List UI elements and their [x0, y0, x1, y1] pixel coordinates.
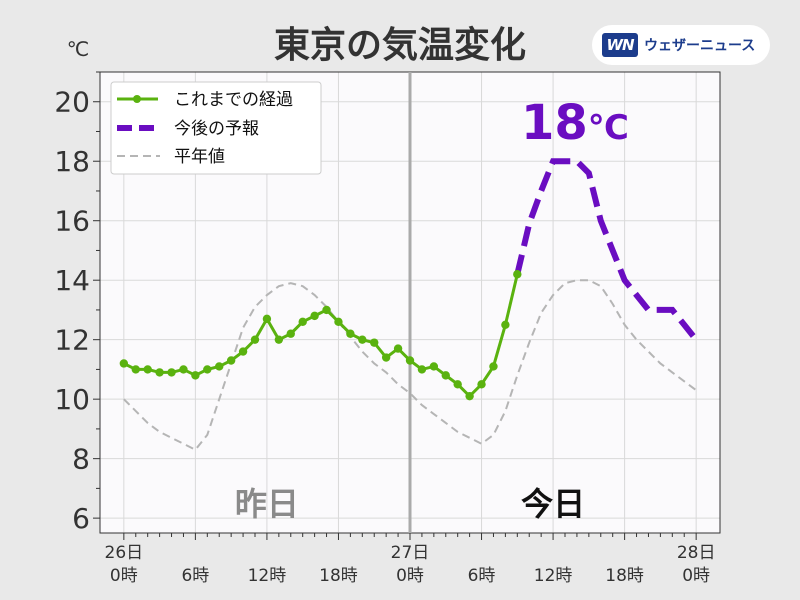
observed-point	[215, 362, 224, 371]
peak-temperature-label: 18℃	[521, 95, 629, 151]
observed-point	[262, 314, 272, 324]
legend-observed-marker	[133, 95, 141, 103]
chart-title: 東京の気温変化	[274, 24, 526, 66]
observed-point	[393, 344, 403, 353]
observed-point	[322, 305, 331, 315]
peak-temperature-value: 18	[521, 95, 588, 151]
observed-point	[250, 335, 260, 344]
y-tick-label: 6	[72, 502, 90, 535]
observed-point	[226, 356, 236, 365]
observed-point	[310, 311, 319, 321]
observed-point	[370, 338, 379, 347]
observed-point	[453, 380, 462, 389]
x-tick-date-label: 27日	[391, 543, 430, 563]
plot-area: 6 8 10 12 14 16 18 20 26日 0時 6時 12時 18時 27日 0時 6時 12時 18時…	[54, 71, 721, 586]
y-tick-label: 18	[54, 145, 90, 178]
observed-point	[501, 320, 510, 330]
legend-entry-label: 平年値	[174, 147, 225, 167]
today-label: 今日	[521, 485, 585, 523]
y-tick-label: 12	[54, 324, 90, 357]
x-tick-hour-label: 6時	[181, 566, 209, 586]
observed-point	[167, 368, 176, 377]
legend-box	[110, 81, 322, 175]
observed-point	[417, 365, 427, 374]
weathernews-brand: WN ウェザーニュース	[592, 25, 770, 65]
x-tick-hour-label: 18時	[319, 566, 358, 586]
x-tick-hour-label: 6時	[468, 566, 496, 586]
observed-point	[477, 380, 486, 389]
x-tick-hour-label: 12時	[248, 566, 287, 586]
observed-point	[381, 353, 391, 362]
x-tick-hour-label: 0時	[682, 566, 710, 586]
observed-point	[286, 329, 295, 338]
normal-series-line	[123, 279, 697, 451]
observed-series-line	[123, 273, 519, 399]
observed-point	[203, 365, 212, 374]
observed-point	[143, 365, 152, 374]
forecast-series-line	[514, 158, 699, 342]
observed-point	[358, 335, 367, 344]
observed-point	[238, 347, 248, 356]
x-tick-date-label: 28日	[677, 543, 716, 563]
yesterday-label: 昨日	[235, 485, 299, 523]
y-axis-unit: ℃	[67, 37, 89, 61]
observed-point	[119, 359, 129, 368]
observed-point	[155, 368, 164, 377]
x-tick-hour-label: 18時	[605, 566, 644, 586]
observed-point	[513, 270, 522, 279]
observed-point	[274, 335, 284, 344]
weathernews-logo-icon: WN	[602, 33, 638, 57]
observed-point	[405, 356, 415, 365]
observed-point	[465, 391, 474, 401]
observed-point	[346, 329, 355, 338]
observed-point	[334, 317, 343, 327]
x-tick-hour-label: 0時	[110, 566, 138, 586]
observed-point	[131, 365, 140, 374]
observed-point	[441, 371, 450, 380]
observed-point	[298, 317, 307, 327]
observed-point	[191, 371, 200, 380]
y-tick-label: 8	[72, 443, 90, 476]
observed-point	[489, 362, 498, 371]
legend-entry-label: これまでの経過	[174, 90, 293, 110]
x-tick-date-label: 26日	[105, 543, 144, 563]
legend-entry-label: 今後の予報	[174, 119, 259, 139]
observed-point	[429, 362, 439, 371]
x-tick-hour-label: 12時	[534, 566, 573, 586]
y-tick-label: 20	[54, 86, 90, 119]
brand-name: ウェザーニュース	[644, 38, 756, 54]
observed-point	[179, 365, 188, 374]
peak-temperature-unit: ℃	[588, 108, 629, 148]
x-tick-hour-label: 0時	[396, 566, 424, 586]
y-tick-label: 14	[54, 264, 90, 297]
y-tick-label: 16	[54, 205, 90, 238]
y-tick-label: 10	[54, 383, 90, 416]
